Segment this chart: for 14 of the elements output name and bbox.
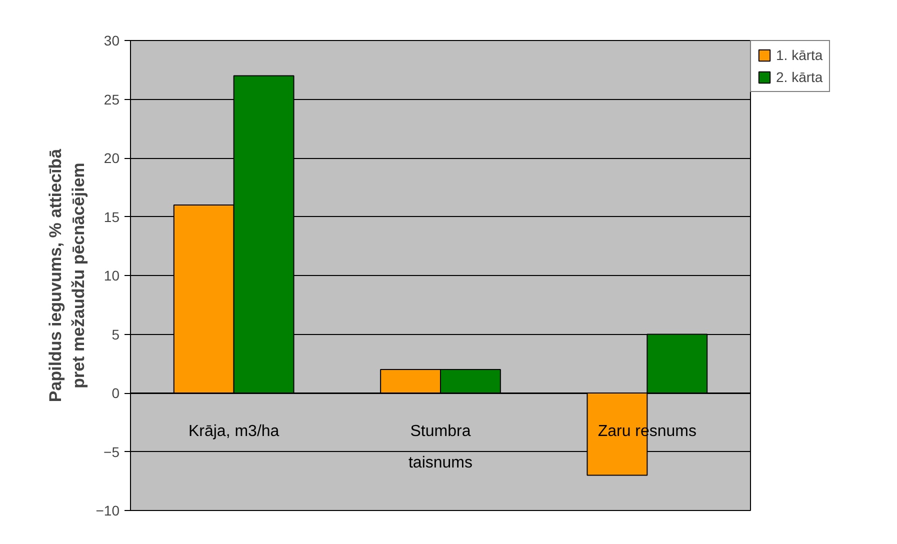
y-tick-label: 20 [104,150,120,166]
x-tick-label: Krāja, m3/ha [188,423,280,440]
y-tick-label: 30 [104,32,120,48]
y-tick-label: 15 [104,208,120,225]
y-axis-title: Papildus ieguvums, % attiecībā pret mežaudžu pēcnācējiem [46,148,88,402]
y-tick-label: 25 [104,91,120,108]
y-tick-label: −5 [104,444,120,460]
y-tick-label: −10 [96,502,120,518]
legend-label: 2. kārta [776,69,823,85]
y-tick-label: 0 [112,385,120,401]
x-tick-label: Stumbra taisnums [408,423,473,472]
y-tick-label: 5 [112,326,120,342]
y-tick-label: 10 [104,268,120,284]
legend-label: 1. kārta [776,47,823,63]
